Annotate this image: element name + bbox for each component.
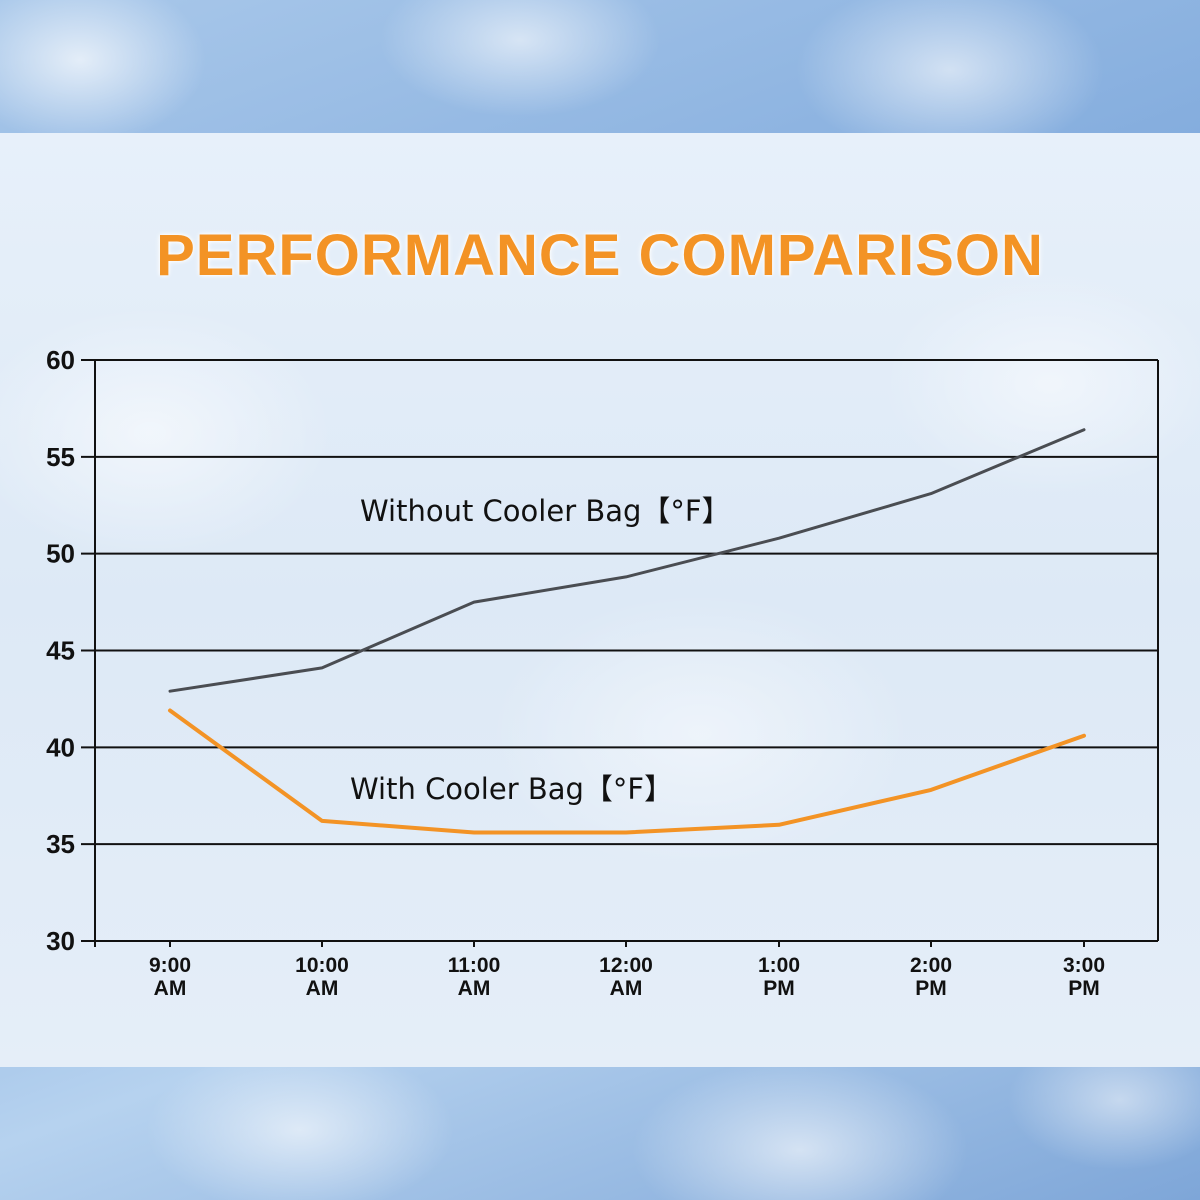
x-tick-time: 10:00 [295, 954, 349, 977]
y-axis-ticks: 60 55 50 45 40 35 30 [46, 345, 75, 956]
line-without-cooler-bag [168, 428, 1086, 693]
x-tick-time: 2:00 [910, 954, 952, 977]
y-tick-label: 45 [46, 636, 75, 666]
x-tick-time: 1:00 [758, 954, 800, 977]
x-tick-time: 11:00 [448, 954, 501, 977]
y-tick-label: 40 [46, 732, 75, 762]
y-tick-label: 50 [46, 539, 75, 569]
series-label-with: With Cooler Bag【°F】 [350, 772, 673, 806]
y-tick-label: 35 [46, 829, 75, 859]
x-tick-period: AM [154, 977, 187, 1000]
y-tick-label: 60 [46, 345, 75, 375]
y-tick-label: 55 [46, 442, 75, 472]
series-lines [168, 428, 1086, 835]
chart-background-panel [0, 133, 1200, 1067]
chart-title: PERFORMANCE COMPARISON [156, 223, 1044, 288]
x-axis-ticks: 9:00AM10:00AM11:00AM12:00AM1:00PM2:00PM3… [149, 954, 1105, 1000]
series-label-without: Without Cooler Bag【°F】 [360, 494, 731, 528]
x-tick-time: 3:00 [1063, 954, 1105, 977]
x-tick-period: AM [610, 977, 643, 1000]
line-with-cooler-bag [168, 708, 1086, 835]
gridlines [81, 359, 1159, 947]
x-tick-period: AM [458, 977, 491, 1000]
x-tick-time: 9:00 [149, 954, 191, 977]
x-tick-period: PM [915, 977, 947, 1000]
x-tick-period: PM [763, 977, 795, 1000]
x-tick-period: AM [306, 977, 339, 1000]
x-tick-period: PM [1068, 977, 1100, 1000]
x-tick-time: 12:00 [599, 954, 653, 977]
y-tick-label: 30 [46, 926, 75, 956]
